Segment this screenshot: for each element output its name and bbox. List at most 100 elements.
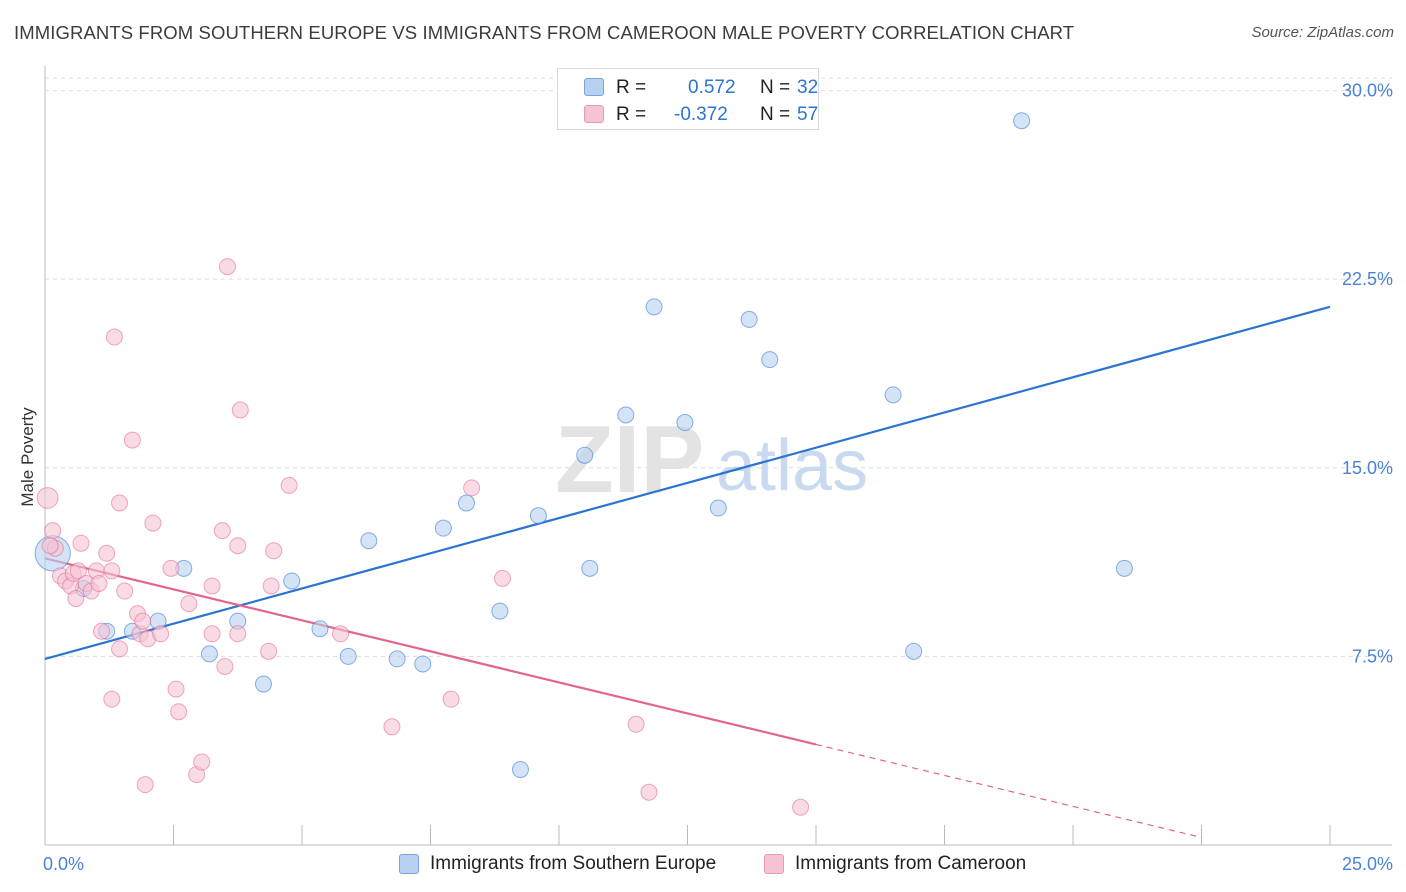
data-point-southern-europe [434, 519, 452, 537]
trend-lines [44, 305, 1331, 839]
data-point-cameroon [123, 431, 141, 449]
data-point-southern-europe [905, 642, 923, 660]
data-point-cameroon [36, 487, 59, 509]
data-point-southern-europe [388, 650, 406, 668]
x-tick-label-max: 25.0% [1342, 854, 1393, 874]
data-point-cameroon [216, 657, 234, 675]
data-point-cameroon [105, 328, 123, 346]
data-point-southern-europe [360, 532, 378, 550]
legend-swatch-pink [584, 105, 604, 123]
data-point-cameroon [442, 690, 460, 708]
data-point-cameroon [116, 582, 134, 600]
data-point-cameroon [280, 476, 298, 494]
y-tick-label: 7.5% [1352, 646, 1393, 666]
axes [44, 66, 1392, 846]
watermark-atlas: atlas [716, 426, 868, 506]
data-point-southern-europe [511, 761, 529, 779]
data-point-cameroon [262, 577, 280, 595]
trend-line-extension [815, 743, 1202, 839]
data-point-cameroon [162, 559, 180, 577]
data-point-southern-europe [884, 386, 902, 404]
data-point-cameroon [260, 642, 278, 660]
legend-r-value: 0.572 [688, 77, 736, 98]
data-point-cameroon [218, 258, 236, 276]
tick-labels: 7.5% 15.0% 22.5% 30.0% 0.0% 25.0% [43, 81, 1393, 874]
data-point-cameroon [90, 574, 108, 592]
data-point-southern-europe [200, 645, 218, 663]
data-point-cameroon [134, 612, 152, 630]
correlation-legend: R = 0.572 N = 32 R = -0.372 N = 57 [557, 68, 819, 130]
data-point-cameroon [383, 718, 401, 736]
legend-n-label: N = [760, 104, 791, 125]
data-point-southern-europe [283, 572, 301, 590]
data-point-southern-europe [491, 602, 509, 620]
data-point-cameroon [792, 798, 810, 816]
data-point-cameroon [41, 537, 59, 555]
data-point-cameroon [229, 537, 247, 555]
data-point-southern-europe [581, 559, 599, 577]
data-point-southern-europe [740, 310, 758, 328]
data-point-southern-europe [311, 620, 329, 638]
bottom-legend-label: Immigrants from Southern Europe [430, 853, 717, 874]
data-point-cameroon [136, 776, 154, 794]
data-point-southern-europe [414, 655, 432, 673]
data-point-cameroon [69, 562, 87, 580]
legend-n-label: N = [760, 77, 791, 98]
data-point-southern-europe [761, 351, 779, 369]
legend-r-label: R = [616, 104, 647, 125]
legend-r-value: -0.372 [674, 104, 728, 125]
data-point-southern-europe [457, 494, 475, 512]
trend-line-southern-europe [44, 305, 1331, 660]
data-point-cameroon [229, 625, 247, 643]
data-point-cameroon [170, 703, 188, 721]
data-point-southern-europe [676, 414, 694, 432]
bottom-legend-swatch-pink [764, 854, 784, 874]
data-point-southern-europe [709, 499, 727, 517]
data-point-southern-europe [576, 446, 594, 464]
data-point-cameroon [67, 590, 85, 608]
data-point-cameroon [463, 479, 481, 497]
data-point-cameroon [98, 544, 116, 562]
gridlines [45, 77, 1392, 657]
data-point-cameroon [167, 680, 185, 698]
y-tick-label: 30.0% [1342, 81, 1393, 101]
data-point-southern-europe [254, 675, 272, 693]
data-point-cameroon [231, 401, 249, 419]
data-points [34, 112, 1133, 816]
legend-swatch-blue [584, 78, 604, 96]
data-point-cameroon [627, 715, 645, 733]
data-point-southern-europe [1115, 559, 1133, 577]
data-point-cameroon [203, 625, 221, 643]
data-point-cameroon [213, 522, 231, 540]
data-point-cameroon [111, 640, 129, 658]
x-tick-label-min: 0.0% [43, 854, 84, 874]
source-credit: Source: ZipAtlas.com [1251, 24, 1394, 41]
data-point-cameroon [332, 625, 350, 643]
data-point-southern-europe [529, 507, 547, 525]
chart-title: IMMIGRANTS FROM SOUTHERN EUROPE VS IMMIG… [14, 22, 1075, 43]
data-point-cameroon [493, 569, 511, 587]
y-tick-label: 22.5% [1342, 269, 1393, 289]
data-point-cameroon [103, 690, 121, 708]
data-point-cameroon [93, 622, 111, 640]
data-point-cameroon [193, 753, 211, 771]
data-point-cameroon [152, 625, 170, 643]
data-point-cameroon [44, 522, 62, 540]
data-point-cameroon [203, 577, 221, 595]
data-point-southern-europe [1013, 112, 1031, 130]
trend-line-cameroon [44, 557, 817, 746]
data-point-cameroon [111, 494, 129, 512]
y-tick-label: 15.0% [1342, 458, 1393, 478]
legend-n-value: 32 [797, 77, 819, 98]
data-point-southern-europe [617, 406, 635, 424]
data-point-cameroon [265, 542, 283, 560]
data-point-southern-europe [645, 298, 663, 316]
bottom-legend-swatch-blue [399, 854, 419, 874]
watermark: ZIP atlas [555, 406, 868, 513]
data-point-southern-europe [339, 647, 357, 665]
bottom-legend-label: Immigrants from Cameroon [795, 853, 1027, 874]
legend-n-value: 57 [797, 104, 819, 125]
data-point-cameroon [144, 514, 162, 532]
data-point-cameroon [72, 534, 90, 552]
